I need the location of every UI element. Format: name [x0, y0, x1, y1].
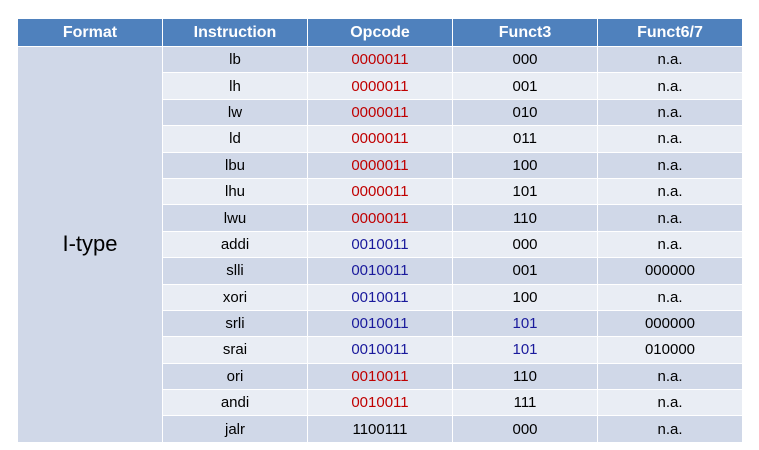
table-row: srli 0010011 101 000000 [18, 309, 743, 338]
table-body: I-type lb 0000011 000 n.a. lh 0000011 001 n.a. lw… [17, 45, 743, 443]
table-cell: 110 [452, 362, 598, 391]
table-cell: 0010011 [307, 362, 453, 391]
table-row: jalr 1100111 000 n.a. [18, 415, 743, 443]
header-cell: Opcode [307, 18, 453, 47]
table-cell: n.a. [597, 204, 743, 232]
table-cell: ld [162, 125, 308, 153]
header-row: Format Instruction Opcode Funct3 Funct6/7 [17, 18, 743, 47]
table-cell: n.a. [597, 72, 743, 100]
table-cell: 0000011 [307, 151, 453, 179]
table-row: ori 0010011 110 n.a. [18, 362, 743, 391]
table-cell: 100 [452, 151, 598, 179]
table-row: lbu 0000011 100 n.a. [18, 151, 743, 179]
table-cell: 0010011 [307, 336, 453, 364]
header-cell: Instruction [162, 18, 308, 47]
table-cell: 1100111 [307, 415, 453, 443]
table-cell: 101 [452, 309, 598, 338]
table-cell: lh [162, 72, 308, 100]
table-cell: 000000 [597, 309, 743, 338]
format-cell: I-type [17, 46, 163, 443]
table-cell: 0000011 [307, 125, 453, 153]
table-cell: lb [162, 45, 308, 74]
table-cell: 000 [452, 45, 598, 74]
table-header: Format Instruction Opcode Funct3 Funct6/7 [17, 18, 743, 47]
header-cell: Format [17, 18, 163, 47]
table-row: lwu 0000011 110 n.a. [18, 204, 743, 232]
table-cell: n.a. [597, 177, 743, 206]
table-cell: jalr [162, 415, 308, 443]
table-cell: 0000011 [307, 45, 453, 74]
table-cell: lwu [162, 204, 308, 232]
table-cell: 0000011 [307, 98, 453, 127]
header-cell: Funct3 [452, 18, 598, 47]
table-cell: 0010011 [307, 230, 453, 259]
table-cell: 010 [452, 98, 598, 127]
table-cell: 010000 [597, 336, 743, 364]
instruction-table: Format Instruction Opcode Funct3 Funct6/7 I-… [17, 18, 743, 443]
table-cell: n.a. [597, 415, 743, 443]
table-row: addi 0010011 000 n.a. [18, 230, 743, 259]
table-cell: n.a. [597, 125, 743, 153]
table-cell: 0010011 [307, 257, 453, 285]
table-cell: 110 [452, 204, 598, 232]
table-row: andi 0010011 111 n.a. [18, 389, 743, 417]
table-cell: 0010011 [307, 283, 453, 311]
table-cell: n.a. [597, 389, 743, 417]
table-cell: 001 [452, 257, 598, 285]
table-cell: 0010011 [307, 389, 453, 417]
table-cell: 100 [452, 283, 598, 311]
table-cell: 0000011 [307, 177, 453, 206]
table-cell: 0000011 [307, 72, 453, 100]
table-cell: 111 [452, 389, 598, 417]
table-cell: 101 [452, 177, 598, 206]
table-cell: 0010011 [307, 309, 453, 338]
table-row: lw 0000011 010 n.a. [18, 98, 743, 127]
table-cell: lbu [162, 151, 308, 179]
table-cell: lhu [162, 177, 308, 206]
table-cell: 0000011 [307, 204, 453, 232]
table-cell: ori [162, 362, 308, 391]
table-row: xori 0010011 100 n.a. [18, 283, 743, 311]
table-cell: 000000 [597, 257, 743, 285]
table-cell: srli [162, 309, 308, 338]
table-cell: andi [162, 389, 308, 417]
table-row: I-type lb 0000011 000 n.a. [17, 45, 743, 443]
table-cell: n.a. [597, 45, 743, 74]
table-row: srai 0010011 101 010000 [18, 336, 743, 364]
table-cell: addi [162, 230, 308, 259]
table-cell: lw [162, 98, 308, 127]
table-row: lh 0000011 001 n.a. [18, 72, 743, 100]
table-cell: xori [162, 283, 308, 311]
table-cell: n.a. [597, 151, 743, 179]
table-cell: 000 [452, 415, 598, 443]
table-cell: n.a. [597, 98, 743, 127]
header-cell: Funct6/7 [597, 18, 743, 47]
table-cell: n.a. [597, 230, 743, 259]
table-cell: 001 [452, 72, 598, 100]
table-cell: 101 [452, 336, 598, 364]
table-cell: n.a. [597, 362, 743, 391]
table-cell: 000 [452, 230, 598, 259]
table-cell: n.a. [597, 283, 743, 311]
table-cell: 011 [452, 125, 598, 153]
table-cell: srai [162, 336, 308, 364]
table-row: lhu 0000011 101 n.a. [18, 177, 743, 206]
table-cell: slli [162, 257, 308, 285]
